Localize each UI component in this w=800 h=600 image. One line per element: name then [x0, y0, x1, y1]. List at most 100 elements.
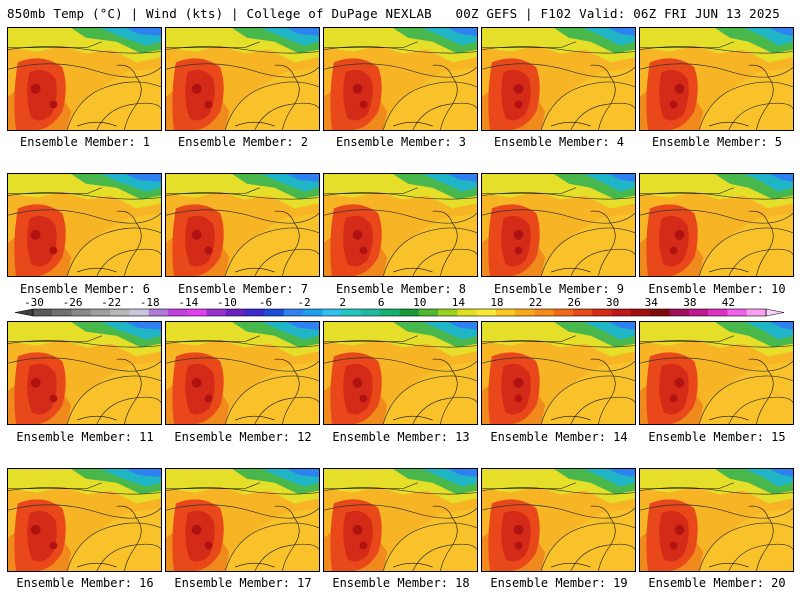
temperature-map-image [324, 469, 477, 571]
colorbar-swatch [495, 309, 516, 316]
colorbar-swatch [225, 309, 246, 316]
colorbar-right-arrow [765, 308, 785, 317]
colorbar-swatch [611, 309, 632, 316]
colorbar-swatch [283, 309, 304, 316]
colorbar-swatch [457, 309, 478, 316]
ensemble-map-panel [639, 321, 794, 425]
ensemble-member-label: Ensemble Member: 9 [493, 282, 625, 296]
ensemble-map-panel [165, 321, 320, 425]
colorbar-swatch [515, 309, 536, 316]
temperature-map-image [482, 28, 635, 130]
colorbar-tick-label: 14 [452, 296, 466, 309]
colorbar-swatch [399, 309, 420, 316]
colorbar-swatch [206, 309, 227, 316]
colorbar-tick-label: -6 [259, 296, 272, 309]
temperature-map-image [640, 322, 793, 424]
colorbar-tick-label: 26 [567, 296, 580, 309]
temperature-map-image [324, 28, 477, 130]
temperature-map-image [482, 322, 635, 424]
ensemble-member-label: Ensemble Member: 7 [177, 282, 309, 296]
temperature-map-image [166, 322, 319, 424]
colorbar-swatch [90, 309, 111, 316]
colorbar-tick-label: 6 [378, 296, 385, 309]
temperature-map-image [482, 174, 635, 276]
colorbar-tick-label: 34 [645, 296, 659, 309]
ensemble-member-label: Ensemble Member: 4 [493, 135, 625, 149]
colorbar-swatch [476, 309, 497, 316]
colorbar-swatch [264, 309, 285, 316]
ensemble-member-label: Ensemble Member: 12 [174, 430, 312, 444]
colorbar-swatch [33, 309, 53, 316]
temperature-map-image [166, 174, 319, 276]
colorbar-swatch [303, 309, 323, 316]
header-title-left: 850mb Temp (°C) | Wind (kts) | College o… [7, 6, 432, 21]
ensemble-member-label: Ensemble Member: 16 [16, 576, 154, 590]
ensemble-map-panel [481, 468, 636, 572]
temperature-map-image [8, 322, 161, 424]
colorbar-swatch [688, 309, 709, 316]
colorbar-swatch [708, 309, 728, 316]
temperature-map-image [8, 469, 161, 571]
temperature-map-image [166, 469, 319, 571]
colorbar-tick-label: -30 [24, 296, 44, 309]
ensemble-member-label: Ensemble Member: 18 [332, 576, 470, 590]
colorbar-tick-label: -18 [140, 296, 160, 309]
colorbar-swatch [418, 309, 439, 316]
ensemble-map-panel [481, 173, 636, 277]
temperature-map-image [640, 174, 793, 276]
ensemble-map-panel [481, 27, 636, 131]
ensemble-map-panel [323, 173, 478, 277]
temperature-colorbar: -30 -26 -22 -18 -14 -10 -6 -2 2 6 10 14 18 22 26 30 34 38… [14, 296, 785, 317]
colorbar-swatch [322, 309, 343, 316]
colorbar-swatch [168, 309, 188, 316]
ensemble-member-label: Ensemble Member: 3 [335, 135, 467, 149]
ensemble-map-panel [323, 468, 478, 572]
ensemble-map-panel [165, 468, 320, 572]
colorbar-swatch [380, 309, 400, 316]
colorbar-swatch [187, 309, 208, 316]
colorbar-swatch [669, 309, 690, 316]
ensemble-map-panel [7, 27, 162, 131]
colorbar-left-arrow [14, 308, 34, 317]
ensemble-member-label: Ensemble Member: 6 [19, 282, 151, 296]
colorbar-tick-label: -14 [178, 296, 198, 309]
temperature-map-image [640, 28, 793, 130]
colorbar-tick-label: 30 [606, 296, 619, 309]
ensemble-member-label: Ensemble Member: 10 [648, 282, 786, 296]
ensemble-map-panel [323, 27, 478, 131]
ensemble-member-label: Ensemble Member: 14 [490, 430, 628, 444]
colorbar-swatch [553, 309, 574, 316]
colorbar-swatch [52, 309, 73, 316]
ensemble-member-label: Ensemble Member: 1 [19, 135, 151, 149]
colorbar-swatch [438, 309, 458, 316]
colorbar-tick-label: 10 [413, 296, 426, 309]
colorbar-swatch [148, 309, 169, 316]
ensemble-member-label: Ensemble Member: 19 [490, 576, 628, 590]
colorbar-swatch [630, 309, 651, 316]
colorbar-outline [32, 308, 767, 317]
temperature-map-image [324, 322, 477, 424]
colorbar-swatch [245, 309, 265, 316]
header-title-right: 00Z GEFS | F102 Valid: 06Z FRI JUN 13 20… [455, 6, 780, 21]
colorbar-tick-label: -26 [63, 296, 83, 309]
colorbar-tick-label: -22 [101, 296, 121, 309]
colorbar-swatch [727, 309, 748, 316]
ensemble-member-label: Ensemble Member: 13 [332, 430, 470, 444]
ensemble-member-label: Ensemble Member: 2 [177, 135, 309, 149]
colorbar-tick-label: 18 [490, 296, 503, 309]
colorbar-swatch [360, 309, 381, 316]
colorbar-swatch [573, 309, 593, 316]
ensemble-member-label: Ensemble Member: 8 [335, 282, 467, 296]
ensemble-map-panel [165, 27, 320, 131]
ensemble-member-label: Ensemble Member: 5 [651, 135, 783, 149]
ensemble-map-panel [639, 468, 794, 572]
colorbar-swatch [71, 309, 92, 316]
colorbar-tick-label: 22 [529, 296, 542, 309]
ensemble-map-panel [639, 27, 794, 131]
ensemble-map-panel [7, 173, 162, 277]
colorbar-swatch [129, 309, 150, 316]
colorbar-tick-label: -10 [217, 296, 237, 309]
colorbar-swatch [650, 309, 671, 316]
temperature-map-image [8, 28, 161, 130]
ensemble-member-label: Ensemble Member: 11 [16, 430, 154, 444]
